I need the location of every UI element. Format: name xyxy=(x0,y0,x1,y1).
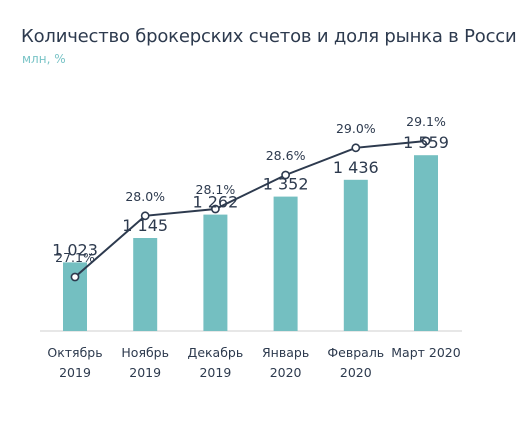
bars-layer xyxy=(63,155,438,331)
bar xyxy=(414,155,438,331)
share-value-label: 29.0% xyxy=(336,121,376,136)
share-value-label: 28.0% xyxy=(125,189,165,204)
share-value-label: 29.1% xyxy=(406,114,446,129)
x-tick-label: Март 2020 xyxy=(391,345,460,360)
x-tick-label: Декабрь 2019 xyxy=(188,345,244,380)
share-point xyxy=(351,143,361,153)
x-tick-label: Октябрь 2019 xyxy=(47,345,102,380)
share-point xyxy=(281,170,290,180)
share-value-label: 28.1% xyxy=(196,182,236,197)
share-point xyxy=(421,136,431,146)
bar xyxy=(343,179,368,331)
bar xyxy=(273,196,298,331)
line-layer xyxy=(70,136,431,282)
x-tick-label: Ноябрь 2019 xyxy=(121,345,169,380)
share-value-label: 28.6% xyxy=(266,148,306,163)
bar-value-label: 1 145 xyxy=(122,216,168,235)
x-tick-label: Январь 2020 xyxy=(262,345,309,380)
share-point xyxy=(70,272,80,282)
bar xyxy=(203,214,228,331)
bar-value-label: 1 352 xyxy=(263,175,309,194)
share-point xyxy=(140,211,150,221)
bar-value-label: 1 559 xyxy=(403,133,449,152)
x-tick-label: Февраль 2020 xyxy=(327,345,384,380)
share-point xyxy=(210,204,220,214)
labels-layer: 1 023 Октябрь 2019 1 145 Ноябрь 2019 1 262 Дека… xyxy=(47,114,460,380)
share-line xyxy=(74,140,427,278)
chart-subtitle: млн, % xyxy=(22,52,66,66)
share-value-label: 27.1% xyxy=(55,250,95,265)
bar-value-label: 1 436 xyxy=(333,158,379,177)
bar-value-label: 1 023 xyxy=(52,240,98,259)
chart-title: Количество брокерских счетов и доля рынк… xyxy=(21,26,517,47)
bar-value-label: 1 262 xyxy=(192,193,238,212)
bar xyxy=(133,238,158,331)
